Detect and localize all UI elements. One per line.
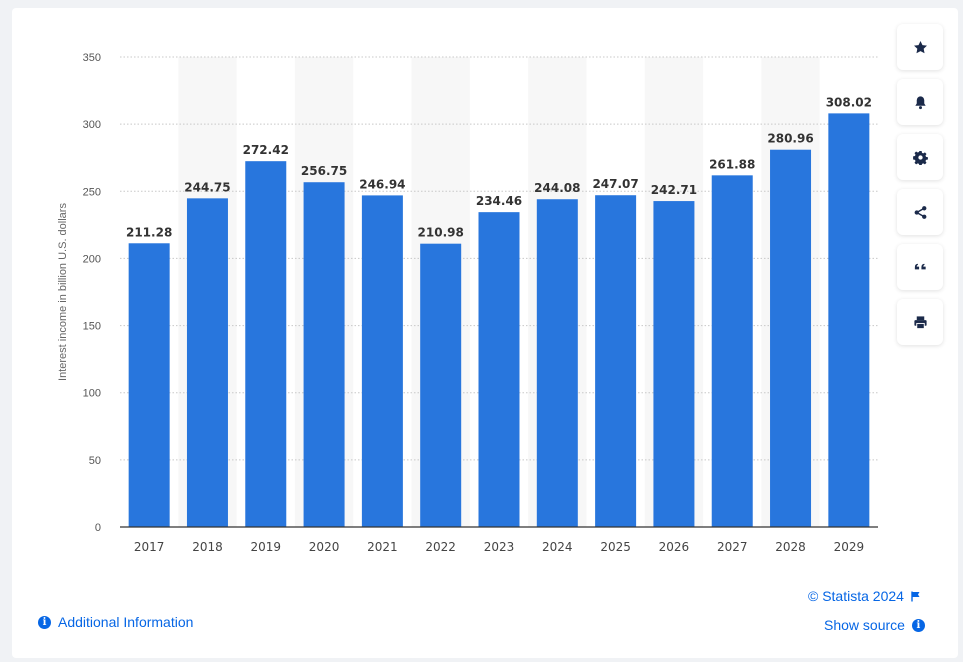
data-label: 242.71 (651, 183, 697, 197)
y-axis-label: Interest income in billion U.S. dollars (57, 203, 69, 381)
x-tick-label: 2027 (717, 540, 748, 554)
data-label: 272.42 (243, 143, 289, 157)
additional-information-link[interactable]: i Additional Information (38, 614, 193, 630)
bar-2018[interactable] (186, 198, 228, 528)
data-label: 210.98 (418, 226, 464, 240)
cite-button[interactable] (897, 244, 943, 290)
gear-icon (912, 150, 928, 165)
y-tick-label: 300 (83, 119, 101, 131)
bar-2017[interactable] (128, 243, 170, 528)
show-source-label: Show source (824, 617, 905, 633)
y-tick-label: 0 (95, 522, 101, 534)
bar-2029[interactable] (828, 113, 870, 528)
show-source-link[interactable]: Show source i (824, 617, 925, 633)
data-label: 247.07 (592, 177, 638, 191)
bar-2025[interactable] (595, 195, 637, 528)
x-tick-label: 2022 (425, 540, 456, 554)
settings-button[interactable] (897, 134, 943, 180)
y-tick-label: 150 (83, 321, 101, 333)
x-tick-label: 2025 (600, 540, 631, 554)
x-tick-label: 2026 (659, 540, 690, 554)
share-button[interactable] (897, 189, 943, 235)
x-tick-label: 2021 (367, 540, 398, 554)
data-label: 308.02 (826, 95, 872, 109)
x-tick-label: 2020 (309, 540, 340, 554)
x-tick-label: 2028 (775, 540, 806, 554)
star-icon (913, 40, 927, 53)
x-tick-label: 2018 (192, 540, 223, 554)
data-label: 246.94 (359, 177, 405, 191)
favorite-button[interactable] (897, 24, 943, 70)
bar-2022[interactable] (420, 243, 462, 527)
bar-2020[interactable] (303, 182, 345, 527)
bar-2028[interactable] (770, 149, 812, 527)
bar-2024[interactable] (536, 199, 578, 528)
data-label: 244.08 (534, 181, 580, 195)
bar-2019[interactable] (245, 161, 287, 527)
notification-button[interactable] (897, 79, 943, 125)
share-icon (914, 205, 926, 219)
bar-2027[interactable] (711, 175, 753, 527)
data-label: 280.96 (767, 132, 813, 146)
data-label: 211.28 (126, 225, 172, 239)
info-icon: i (911, 618, 925, 632)
statista-copyright-link[interactable]: © Statista 2024 (808, 588, 921, 604)
data-label: 234.46 (476, 194, 522, 208)
x-tick-label: 2023 (484, 540, 515, 554)
y-tick-label: 250 (83, 186, 101, 198)
copyright-label: © Statista 2024 (808, 588, 904, 604)
bar-2023[interactable] (478, 212, 520, 527)
x-tick-label: 2019 (250, 540, 281, 554)
data-label: 244.75 (184, 180, 230, 194)
flag-icon (911, 591, 920, 601)
info-icon: i (38, 615, 51, 629)
bell-icon (914, 95, 926, 109)
y-tick-label: 200 (83, 253, 101, 265)
print-icon (913, 315, 927, 329)
y-tick-label: 100 (83, 388, 101, 400)
x-tick-label: 2017 (134, 540, 165, 554)
additional-information-label: Additional Information (58, 614, 194, 630)
print-button[interactable] (897, 299, 943, 345)
bar-2021[interactable] (361, 195, 403, 528)
x-tick-label: 2029 (834, 540, 865, 554)
y-tick-label: 350 (83, 52, 101, 64)
y-tick-label: 50 (89, 455, 101, 467)
data-label: 256.75 (301, 164, 347, 178)
quote-icon (914, 263, 926, 269)
data-label: 261.88 (709, 157, 755, 171)
x-tick-label: 2024 (542, 540, 573, 554)
bar-2026[interactable] (653, 201, 695, 528)
